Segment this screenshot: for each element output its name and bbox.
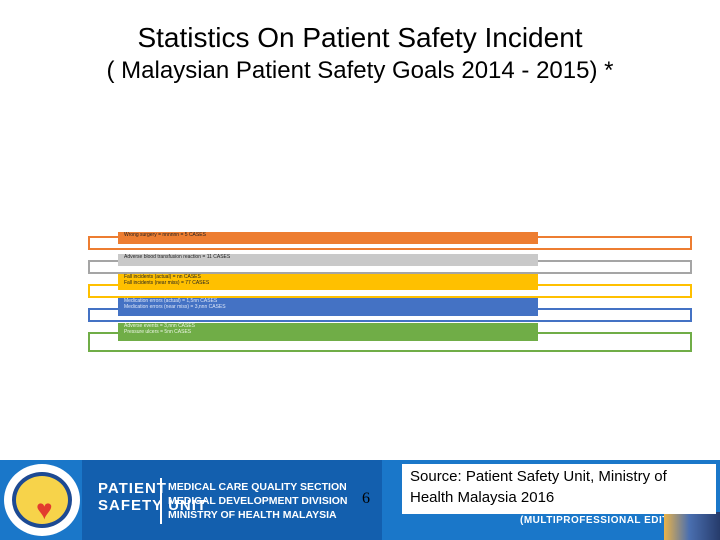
org-line-1: MEDICAL CARE QUALITY SECTION: [168, 481, 347, 493]
goal-bar-5: Adverse events = 3,nnn CASES Pressure ul…: [118, 323, 538, 341]
goal-bar-3: Fall incidents (actual) = nn CASES Fall …: [118, 274, 538, 290]
edition-label: (MULTIPROFESSIONAL EDITION): [520, 515, 693, 526]
patient-safety-unit-title: PATIENT SAFETY UNIT: [98, 480, 207, 514]
ministry-logo: ♥: [4, 464, 80, 536]
goal-4-line-1: Medication errors (actual) = 1,5nn CASES: [124, 298, 218, 304]
unit-title-line-1: PATIENT: [98, 480, 167, 497]
org-line-3: MINISTRY OF HEALTH MALAYSIA: [168, 509, 337, 521]
goal-5-line-2: Pressure ulcers = 5nn CASES: [124, 329, 192, 335]
footer-dark-panel: [82, 460, 382, 540]
logo-ring: ♥: [12, 472, 72, 528]
goal-bar-4: Medication errors (actual) = 1,5nn CASES…: [118, 298, 538, 316]
goal-3-line-2: Fall incidents (near miss) = 77 CASES: [124, 280, 210, 286]
slide-subtitle: ( Malaysian Patient Safety Goals 2014 - …: [106, 57, 614, 84]
corner-artwork: [664, 512, 720, 540]
goal-1-line-1: Wrong surgery = nnnnnn = 5 CASES: [124, 232, 206, 238]
org-line-2: MEDICAL DEVELOPMENT DIVISION: [168, 495, 348, 507]
heart-icon: ♥: [36, 494, 53, 525]
goal-4-line-2: Medication errors (near miss) = 3,nnn CA…: [124, 304, 226, 310]
source-note: Source: Patient Safety Unit, Ministry of…: [402, 464, 716, 514]
unit-title-line-2: SAFETY UNIT: [98, 497, 208, 514]
slide-title: Statistics On Patient Safety Incident: [137, 22, 583, 53]
goal-3-line-1: Fall incidents (actual) = nn CASES: [124, 274, 201, 280]
goal-bar-2: Adverse blood transfusion reaction = 11 …: [118, 254, 538, 266]
footer-divider: [160, 478, 162, 524]
goal-2-line-1: Adverse blood transfusion reaction = 11 …: [124, 254, 231, 260]
page-number: 6: [362, 490, 370, 507]
goal-5-line-1: Adverse events = 3,nnn CASES: [124, 323, 196, 329]
goal-bar-1: Wrong surgery = nnnnnn = 5 CASES: [118, 232, 538, 244]
organization-lines: MEDICAL CARE QUALITY SECTION MEDICAL DEV…: [168, 480, 348, 522]
